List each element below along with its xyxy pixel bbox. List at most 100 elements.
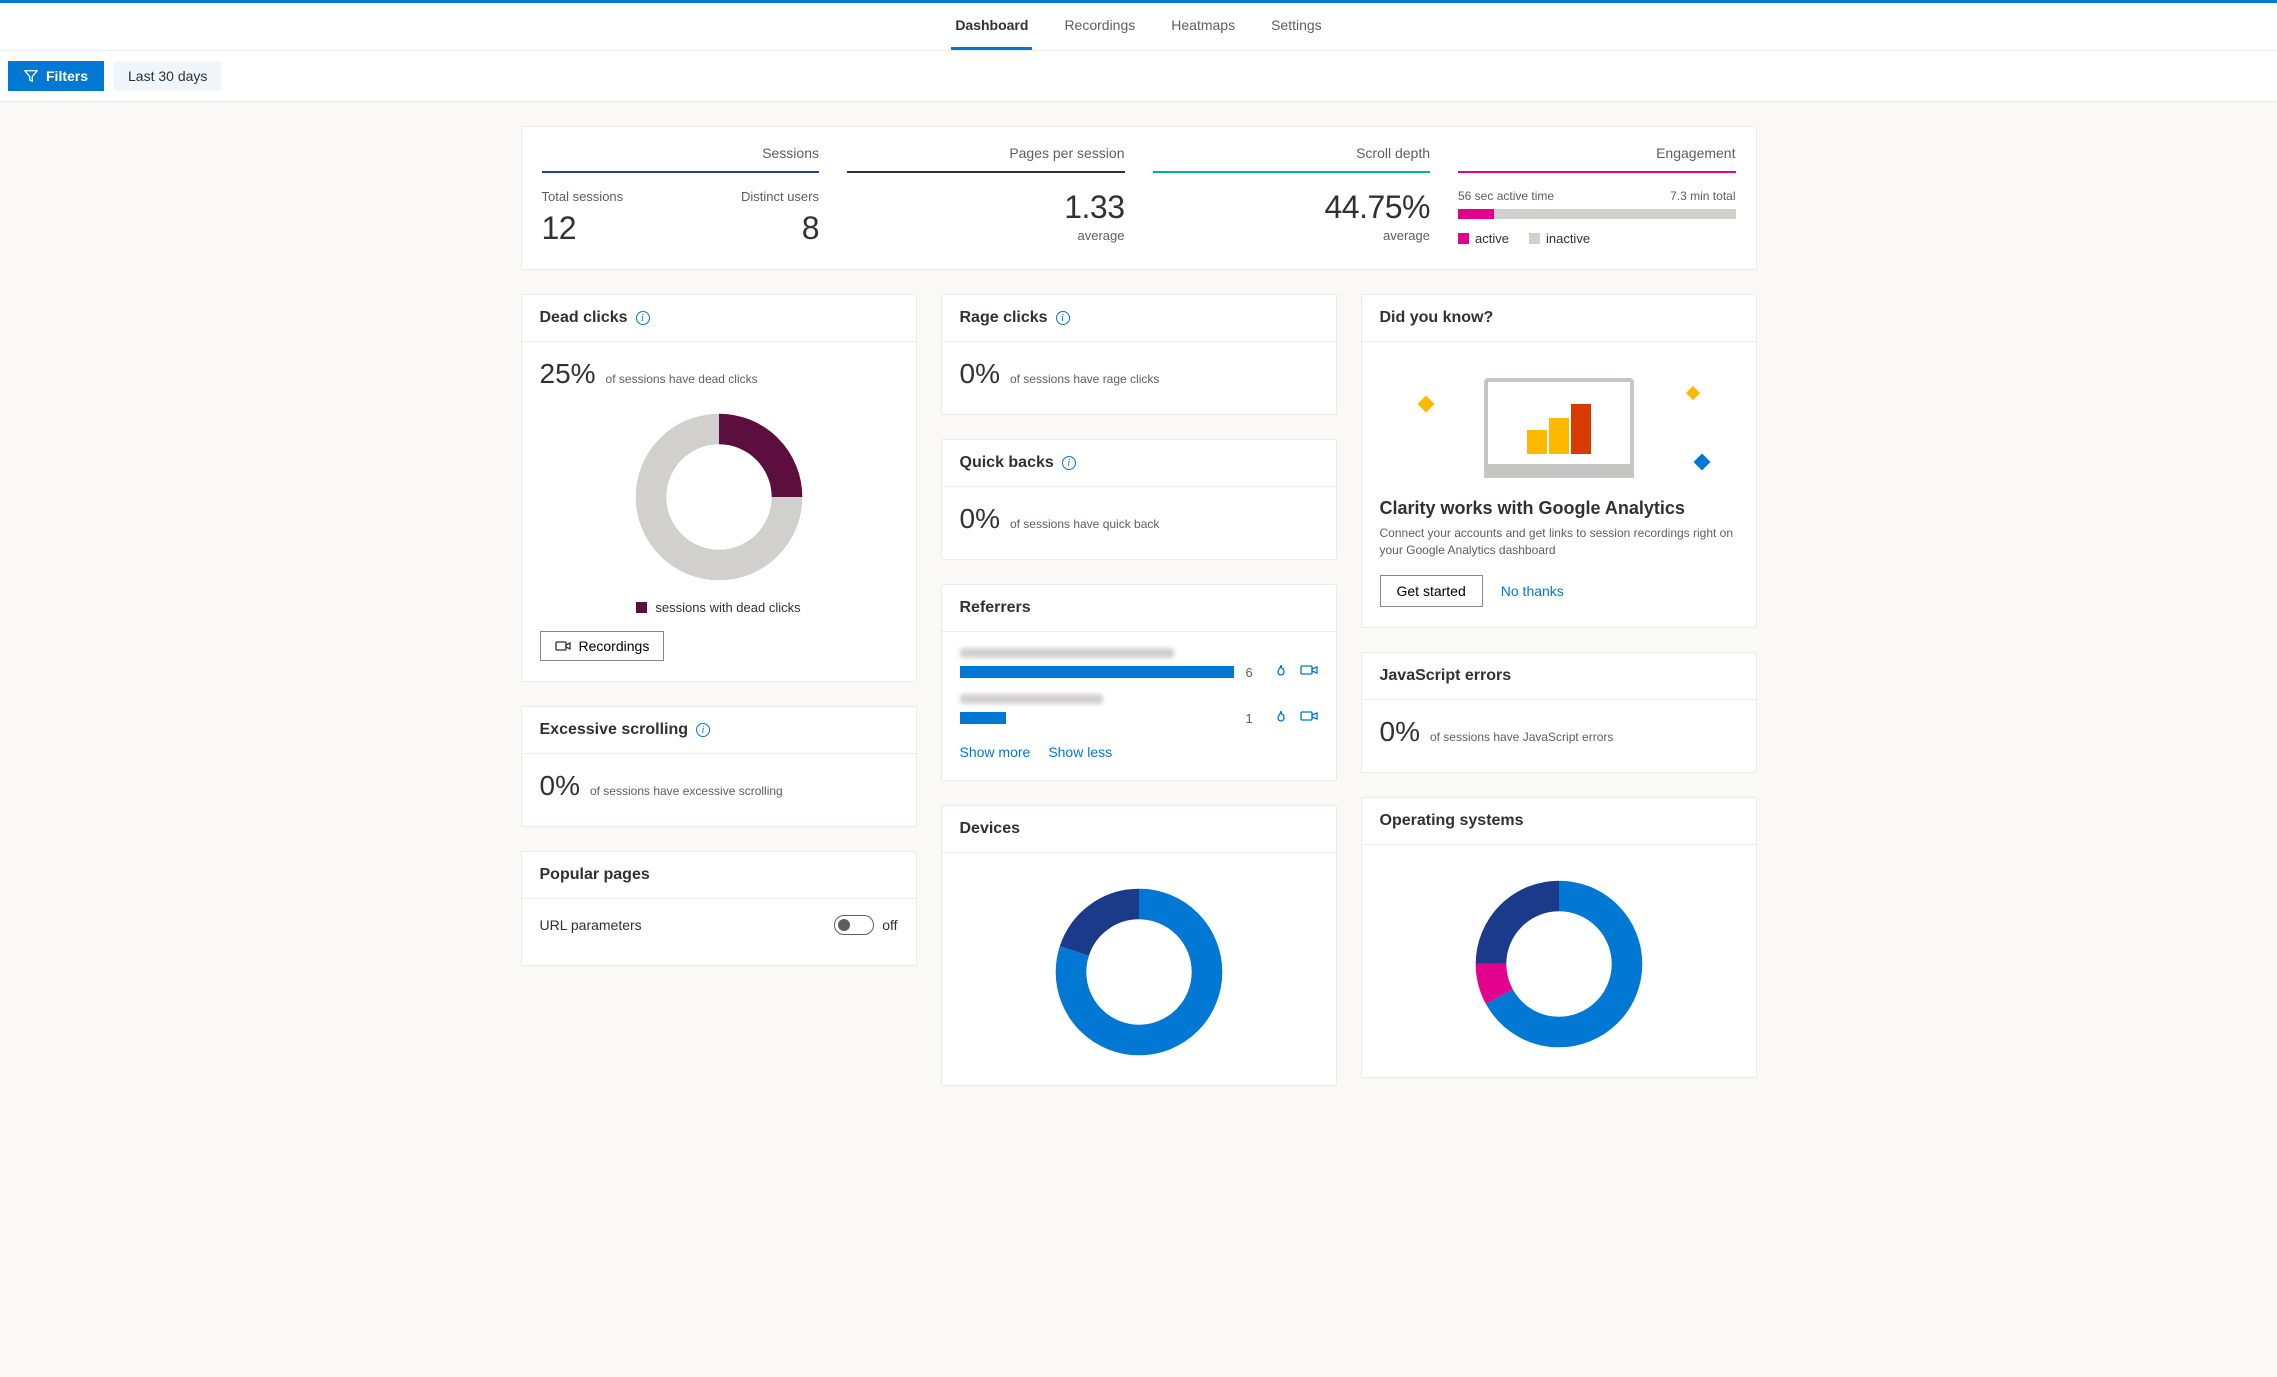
nav-tabs: Dashboard Recordings Heatmaps Settings (0, 3, 2277, 51)
distinct-users-label: Distinct users (741, 189, 819, 204)
card-title: Rage clicks (960, 309, 1048, 327)
pages-per-session-sub: average (847, 228, 1125, 243)
card-excessive-scrolling: Excessive scrolling i 0% of sessions hav… (521, 706, 917, 827)
promo-title: Clarity works with Google Analytics (1380, 498, 1738, 519)
dead-clicks-pct: 25% (540, 358, 596, 390)
no-thanks-link[interactable]: No thanks (1501, 583, 1564, 599)
total-sessions-value: 12 (542, 210, 624, 247)
card-title: Quick backs (960, 454, 1054, 472)
js-errors-desc: of sessions have JavaScript errors (1430, 730, 1613, 744)
info-icon[interactable]: i (696, 723, 710, 737)
card-title: JavaScript errors (1380, 667, 1512, 685)
metric-title: Scroll depth (1153, 145, 1431, 173)
card-title: Referrers (960, 599, 1031, 617)
metric-title: Pages per session (847, 145, 1125, 173)
show-less-link[interactable]: Show less (1048, 744, 1112, 760)
promo-illustration (1380, 358, 1738, 498)
tab-settings[interactable]: Settings (1267, 3, 1326, 50)
scroll-depth-value: 44.75% (1153, 189, 1431, 226)
card-title: Dead clicks (540, 309, 628, 327)
promo-desc: Connect your accounts and get links to s… (1380, 525, 1738, 559)
quick-backs-pct: 0% (960, 503, 1000, 535)
card-title: Popular pages (540, 866, 650, 884)
referrer-label-redacted (960, 694, 1103, 704)
referrer-count: 6 (1246, 665, 1262, 680)
metric-sessions: Sessions Total sessions 12 Distinct user… (542, 145, 820, 247)
date-range-button[interactable]: Last 30 days (114, 61, 221, 91)
filters-button[interactable]: Filters (8, 61, 104, 91)
legend-inactive-label: inactive (1546, 231, 1590, 246)
card-rage-clicks: Rage clicks i 0% of sessions have rage c… (941, 294, 1337, 415)
legend-active-label: active (1475, 231, 1509, 246)
card-did-you-know: Did you know? Clarity works with Google … (1361, 294, 1757, 628)
dead-clicks-donut (634, 412, 804, 582)
card-popular-pages: Popular pages URL parameters off (521, 851, 917, 966)
dead-clicks-desc: of sessions have dead clicks (606, 372, 758, 386)
card-title: Operating systems (1380, 812, 1524, 830)
url-params-label: URL parameters (540, 917, 642, 933)
card-quick-backs: Quick backs i 0% of sessions have quick … (941, 439, 1337, 560)
card-js-errors: JavaScript errors 0% of sessions have Ja… (1361, 652, 1757, 773)
referrer-label-redacted (960, 648, 1175, 658)
info-icon[interactable]: i (636, 311, 650, 325)
devices-donut (1054, 887, 1224, 1057)
legend-swatch-dead-clicks (636, 602, 647, 613)
laptop-icon (1484, 378, 1634, 478)
card-referrers: Referrers 6 1 Show more Show less (941, 584, 1337, 781)
metric-scroll-depth: Scroll depth 44.75% average (1153, 145, 1431, 247)
toggle-state: off (882, 917, 897, 933)
filters-label: Filters (46, 68, 88, 84)
metric-pages-per-session: Pages per session 1.33 average (847, 145, 1125, 247)
referrer-bar (960, 666, 1234, 678)
legend-swatch-active (1458, 233, 1469, 244)
legend-swatch-inactive (1529, 233, 1540, 244)
url-params-toggle[interactable] (834, 915, 874, 935)
info-icon[interactable]: i (1062, 456, 1076, 470)
excessive-scrolling-desc: of sessions have excessive scrolling (590, 784, 783, 798)
camera-icon[interactable] (1300, 710, 1318, 722)
tab-heatmaps[interactable]: Heatmaps (1167, 3, 1239, 50)
card-title: Devices (960, 820, 1021, 838)
filter-bar: Filters Last 30 days (0, 51, 2277, 102)
card-operating-systems: Operating systems (1361, 797, 1757, 1078)
tab-dashboard[interactable]: Dashboard (951, 3, 1032, 50)
card-dead-clicks: Dead clicks i 25% of sessions have dead … (521, 294, 917, 682)
referrer-count: 1 (1246, 711, 1262, 726)
referrer-row: 1 (960, 710, 1318, 726)
total-sessions-label: Total sessions (542, 189, 624, 204)
dead-clicks-legend: sessions with dead clicks (655, 600, 800, 615)
metric-title: Sessions (542, 145, 820, 173)
filter-icon (24, 69, 38, 83)
rage-clicks-desc: of sessions have rage clicks (1010, 372, 1159, 386)
recordings-button[interactable]: Recordings (540, 631, 665, 661)
info-icon[interactable]: i (1056, 311, 1070, 325)
card-title: Excessive scrolling (540, 721, 689, 739)
flame-icon[interactable] (1274, 664, 1288, 680)
js-errors-pct: 0% (1380, 716, 1420, 748)
os-donut (1474, 879, 1644, 1049)
card-devices: Devices (941, 805, 1337, 1086)
referrer-row: 6 (960, 664, 1318, 680)
metrics-row: Sessions Total sessions 12 Distinct user… (521, 126, 1757, 270)
quick-backs-desc: of sessions have quick back (1010, 517, 1159, 531)
referrer-bar (960, 712, 1007, 724)
card-title: Did you know? (1380, 309, 1494, 327)
metric-engagement: Engagement 56 sec active time 7.3 min to… (1458, 145, 1736, 247)
distinct-users-value: 8 (741, 210, 819, 247)
show-more-link[interactable]: Show more (960, 744, 1031, 760)
pages-per-session-value: 1.33 (847, 189, 1125, 226)
engagement-legend: active inactive (1458, 231, 1736, 246)
camera-icon[interactable] (1300, 664, 1318, 676)
scroll-depth-sub: average (1153, 228, 1431, 243)
engagement-bar-fill (1458, 209, 1494, 219)
flame-icon[interactable] (1274, 710, 1288, 726)
camera-icon (555, 640, 571, 652)
metric-title: Engagement (1458, 145, 1736, 173)
tab-recordings[interactable]: Recordings (1060, 3, 1139, 50)
engagement-total-label: 7.3 min total (1670, 189, 1735, 203)
get-started-button[interactable]: Get started (1380, 575, 1483, 607)
recordings-label: Recordings (579, 638, 650, 654)
engagement-active-label: 56 sec active time (1458, 189, 1554, 203)
rage-clicks-pct: 0% (960, 358, 1000, 390)
excessive-scrolling-pct: 0% (540, 770, 580, 802)
